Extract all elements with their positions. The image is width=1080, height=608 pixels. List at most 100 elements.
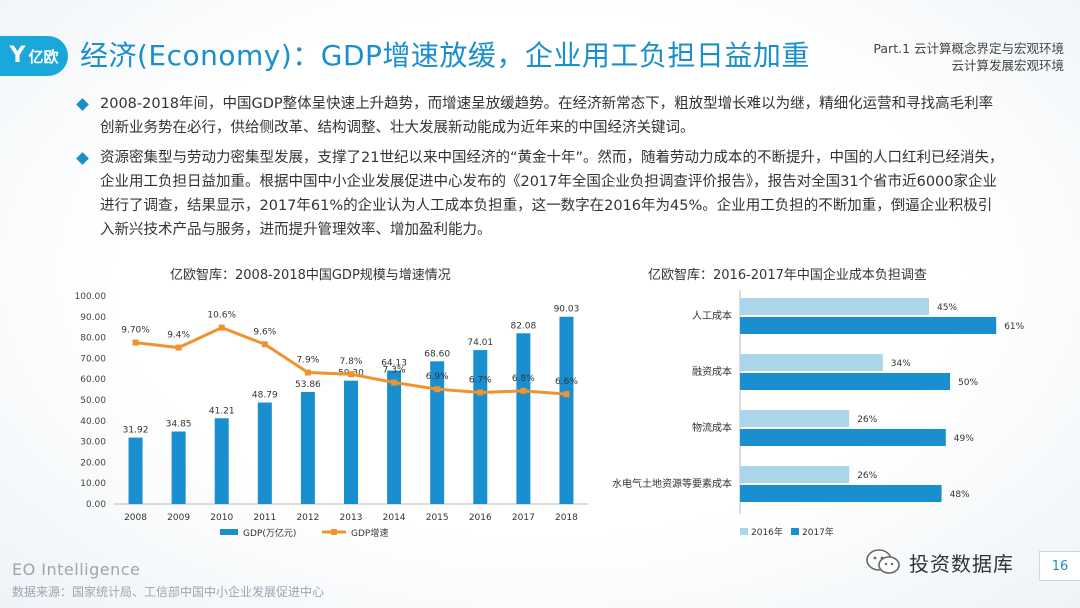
diamond-bullet-icon <box>76 152 89 165</box>
gdp-growth-point <box>391 379 398 386</box>
cost-label-2017: 61% <box>1004 322 1024 332</box>
gdp-growth-label: 6.8% <box>512 374 535 384</box>
cost-bar-2017 <box>740 317 997 334</box>
category-label: 融资成本 <box>692 365 732 378</box>
y-tick-label: 0.00 <box>86 500 106 510</box>
gdp-growth-point <box>348 371 354 378</box>
legend-2017-label: 2017年 <box>802 526 834 538</box>
gdp-bar <box>300 391 315 504</box>
cost-label-2016: 26% <box>857 415 877 425</box>
diamond-bullet-icon <box>76 98 89 111</box>
gdp-growth-label: 6.6% <box>555 377 578 387</box>
y-tick-label: 10.00 <box>80 479 106 489</box>
legend-2016-swatch <box>740 528 748 535</box>
gdp-bar <box>559 316 574 504</box>
x-tick-label: 2018 <box>555 513 578 523</box>
y-tick-label: 60.00 <box>80 375 106 385</box>
category-label: 物流成本 <box>692 421 732 434</box>
gdp-growth-label: 9.6% <box>253 327 276 337</box>
cost-label-2016: 26% <box>857 471 877 481</box>
section-breadcrumb: Part.1 云计算概念界定与宏观环境 云计算发展宏观环境 <box>873 40 1064 74</box>
x-tick-label: 2014 <box>383 513 406 523</box>
wechat-icon <box>866 549 900 574</box>
part-line-1: Part.1 云计算概念界定与宏观环境 <box>873 41 1064 56</box>
gdp-growth-point <box>261 341 268 348</box>
x-tick-label: 2015 <box>426 513 449 523</box>
y-tick-label: 20.00 <box>80 458 106 468</box>
gdp-bar-label: 34.85 <box>166 420 192 430</box>
gdp-growth-point <box>477 389 484 396</box>
wechat-watermark: 投资数据库 <box>865 547 1014 577</box>
gdp-bar-label: 74.01 <box>467 338 493 348</box>
x-tick-label: 2011 <box>253 513 276 523</box>
cost-label-2017: 50% <box>958 378 978 388</box>
x-tick-label: 2008 <box>124 513 147 523</box>
gdp-growth-label: 6.7% <box>469 376 492 386</box>
footer-brand: EO Intelligence <box>12 560 141 579</box>
gdp-growth-label: 7.9% <box>296 356 319 366</box>
gdp-bar <box>171 431 186 504</box>
bullet-list: 2008-2018年间，中国GDP整体呈快速上升趋势，而增速呈放缓趋势。在经济新… <box>76 92 1006 248</box>
logo-y-icon: Y <box>9 43 26 68</box>
cost-bar-2016 <box>740 354 883 371</box>
bullet-item: 2008-2018年间，中国GDP整体呈快速上升趋势，而增速呈放缓趋势。在经济新… <box>76 92 1006 140</box>
category-label: 水电气土地资源等要素成本 <box>612 477 732 490</box>
gdp-growth-label: 6.9% <box>426 372 449 382</box>
x-tick-label: 2016 <box>469 513 492 523</box>
gdp-bar-label: 31.92 <box>123 426 149 436</box>
gdp-growth-point <box>434 386 441 393</box>
bullet-text: 资源密集型与劳动力密集型发展，支撑了21世纪以来中国经济的“黄金十年”。然而，随… <box>100 150 1004 238</box>
legend-gdp-swatch <box>220 529 238 535</box>
cost-chart: 45% 61% 人工成本 34% 50% 融资成本 26% 49% 物流成本 26% 48% 水电气土… <box>612 290 1025 538</box>
gdp-growth-label: 9.70% <box>121 326 150 336</box>
y-tick-label: 80.00 <box>80 334 106 344</box>
yiou-logo: Y 亿欧 <box>0 36 68 76</box>
cost-chart-title: 亿欧智库：2016-2017年中国企业成本负担调查 <box>648 268 927 283</box>
x-tick-label: 2012 <box>296 513 319 523</box>
bullet-item: 资源密集型与劳动力密集型发展，支撑了21世纪以来中国经济的“黄金十年”。然而，随… <box>76 146 1006 242</box>
gdp-bar <box>344 380 358 504</box>
y-tick-label: 40.00 <box>80 417 106 427</box>
y-tick-label: 90.00 <box>80 313 106 323</box>
y-tick-label: 70.00 <box>80 354 106 364</box>
gdp-bar <box>214 418 229 504</box>
gdp-bar <box>473 350 488 504</box>
gdp-bar <box>387 370 402 504</box>
cost-bar-2016 <box>740 410 850 427</box>
gdp-growth-point <box>218 324 225 331</box>
gdp-bar <box>257 402 272 504</box>
category-label: 人工成本 <box>692 309 732 322</box>
gdp-growth-point <box>304 369 311 376</box>
gdp-bar <box>516 333 531 504</box>
gdp-bar-label: 48.79 <box>252 391 278 401</box>
cost-bar-2017 <box>740 485 942 502</box>
gdp-growth-point <box>563 391 570 398</box>
gdp-bar-label: 82.08 <box>510 321 536 331</box>
cost-bar-2016 <box>740 298 929 315</box>
cost-label-2017: 48% <box>950 490 970 500</box>
gdp-bar-label: 53.86 <box>295 380 321 390</box>
gdp-bar <box>128 437 143 504</box>
gdp-chart: 0.00 10.00 20.00 30.00 40.00 50.00 60.00 70.00 8… <box>75 292 588 539</box>
part-line-2: 云计算发展宏观环境 <box>951 58 1064 73</box>
cost-bar-2017 <box>740 429 946 446</box>
logo-text: 亿欧 <box>28 47 59 66</box>
cost-bar-2017 <box>740 373 950 390</box>
cost-label-2017: 49% <box>954 434 974 444</box>
gdp-bar-label: 68.60 <box>424 349 450 359</box>
legend-gdp-label: GDP(万亿元) <box>243 527 296 539</box>
gdp-growth-label: 7.8% <box>340 357 363 367</box>
gdp-growth-label: 7.3% <box>383 366 406 376</box>
wechat-account-name: 投资数据库 <box>909 551 1014 576</box>
y-tick-label: 100.00 <box>75 292 107 302</box>
cost-label-2016: 45% <box>937 303 957 313</box>
x-tick-label: 2013 <box>340 513 363 523</box>
x-tick-label: 2009 <box>167 513 190 523</box>
legend-2017-swatch <box>791 528 799 535</box>
gdp-bar <box>430 361 445 504</box>
legend-growth-marker <box>331 529 337 535</box>
gdp-bar-label: 90.03 <box>554 305 580 315</box>
page-number: 16 <box>1039 551 1080 581</box>
bullet-text: 2008-2018年间，中国GDP整体呈快速上升趋势，而增速呈放缓趋势。在经济新… <box>100 96 994 136</box>
legend-2016-label: 2016年 <box>751 526 783 538</box>
